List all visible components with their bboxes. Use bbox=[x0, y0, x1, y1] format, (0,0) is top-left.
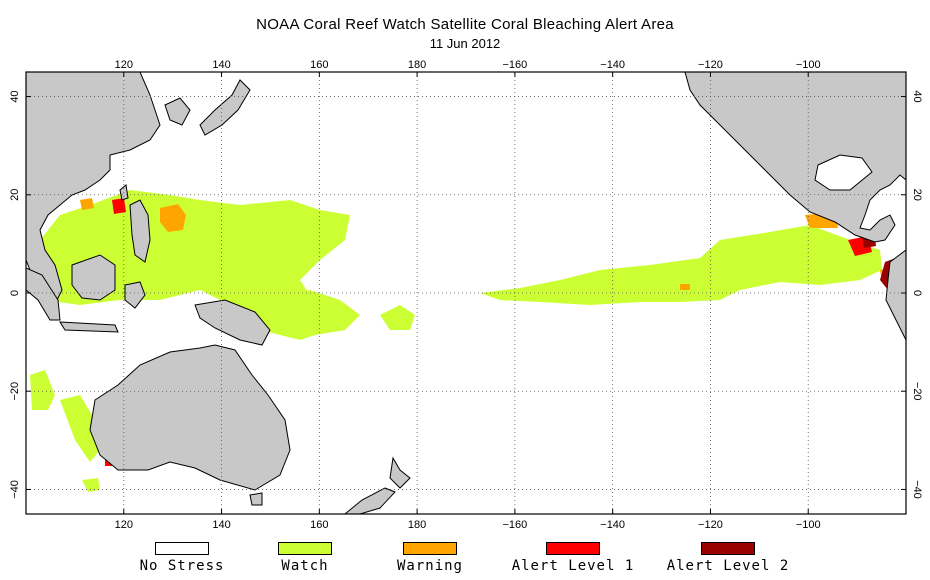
legend-swatch-alert2 bbox=[701, 542, 755, 555]
land-korea-japan bbox=[164, 79, 251, 136]
tick-label-lat-right: −40 bbox=[911, 480, 923, 499]
map-gridlines bbox=[26, 72, 906, 514]
legend-swatch-warning bbox=[403, 542, 457, 555]
map-date: 11 Jun 2012 bbox=[429, 36, 501, 51]
tick-label-lon-bottom: −100 bbox=[796, 519, 821, 531]
tick-label-lon-bottom: −140 bbox=[600, 519, 625, 531]
tick-label-lon-top: 180 bbox=[408, 59, 426, 71]
alert1-area-luzon bbox=[112, 198, 126, 214]
tick-label-lat-right: 0 bbox=[911, 290, 923, 296]
legend-swatch-watch bbox=[278, 542, 332, 555]
legend-swatch-alert1 bbox=[546, 542, 600, 555]
land-australia bbox=[89, 344, 291, 491]
watch-area-solomon bbox=[380, 305, 415, 330]
tick-label-lon-top: −100 bbox=[796, 59, 821, 71]
legend-item-no-stress: No Stress bbox=[112, 542, 252, 574]
legend-label-watch: Watch bbox=[281, 558, 329, 574]
watch-area-west-australia bbox=[30, 370, 55, 410]
tick-label-lat-left: 20 bbox=[9, 189, 21, 201]
legend-swatch-no-stress bbox=[155, 542, 209, 555]
legend-label-warning: Warning bbox=[396, 558, 463, 574]
legend-label-no-stress: No Stress bbox=[139, 558, 225, 574]
tick-label-lon-bottom: −120 bbox=[698, 519, 723, 531]
land-new-guinea bbox=[194, 299, 271, 346]
tick-label-lat-left: 0 bbox=[9, 290, 21, 296]
watch-area-sw-australia bbox=[82, 478, 100, 492]
land-philippines bbox=[129, 199, 151, 263]
tick-label-lat-right: 40 bbox=[911, 90, 923, 102]
legend-item-warning: Warning bbox=[360, 542, 500, 574]
land-java bbox=[59, 321, 119, 333]
land-north-america bbox=[684, 72, 906, 243]
map-title: NOAA Coral Reef Watch Satellite Coral Bl… bbox=[256, 16, 674, 33]
tick-label-lat-left: 40 bbox=[9, 90, 21, 102]
legend-label-alert2: Alert Level 2 bbox=[666, 558, 790, 574]
land-gulf-of-mexico bbox=[814, 154, 873, 191]
tick-label-lon-top: 140 bbox=[212, 59, 230, 71]
tick-label-lon-top: −120 bbox=[698, 59, 723, 71]
land-masses bbox=[26, 72, 906, 514]
tick-label-lat-left: −20 bbox=[9, 382, 21, 401]
tick-label-lon-top: −140 bbox=[600, 59, 625, 71]
legend-item-alert1: Alert Level 1 bbox=[503, 542, 643, 574]
warning-area-taiwan-strait bbox=[80, 198, 94, 210]
tick-label-lon-top: 120 bbox=[115, 59, 133, 71]
land-tasmania bbox=[249, 492, 263, 506]
tick-label-lon-bottom: 180 bbox=[408, 519, 426, 531]
alert-area-map: 120 120 140 140 160 160 180 180 −160 −160 −140 −140… bbox=[9, 59, 923, 531]
legend: No Stress Watch Warning Alert Level 1 Al… bbox=[0, 542, 930, 580]
legend-label-alert1: Alert Level 1 bbox=[511, 558, 635, 574]
land-borneo bbox=[71, 254, 116, 301]
watch-area-melanesia bbox=[270, 290, 360, 335]
tick-label-lon-bottom: 160 bbox=[310, 519, 328, 531]
tick-label-lon-top: −160 bbox=[502, 59, 527, 71]
tick-label-lon-bottom: −160 bbox=[502, 519, 527, 531]
watch-area-equatorial-pacific bbox=[480, 225, 882, 305]
warning-area-philippine-sea bbox=[160, 204, 186, 232]
tick-label-lon-bottom: 140 bbox=[212, 519, 230, 531]
map-content bbox=[26, 72, 906, 514]
tick-label-lon-top: 160 bbox=[310, 59, 328, 71]
legend-item-alert2: Alert Level 2 bbox=[658, 542, 798, 574]
land-sulawesi bbox=[124, 281, 146, 309]
land-new-zealand-north bbox=[389, 456, 411, 489]
watch-areas bbox=[30, 190, 882, 492]
land-new-zealand-south bbox=[344, 487, 396, 514]
watch-area-south-china-sea bbox=[30, 190, 350, 340]
land-sumatra bbox=[26, 267, 61, 321]
land-south-america bbox=[885, 249, 906, 341]
tick-label-lat-left: −40 bbox=[9, 480, 21, 499]
warning-area-equatorial bbox=[680, 284, 690, 290]
tick-label-lon-bottom: 120 bbox=[115, 519, 133, 531]
watch-area-nw-australia bbox=[60, 395, 100, 462]
tick-label-lat-right: −20 bbox=[911, 382, 923, 401]
map-axis-ticks: 120 120 140 140 160 160 180 180 −160 −160 −140 −140… bbox=[9, 59, 923, 531]
tick-label-lat-right: 20 bbox=[911, 189, 923, 201]
legend-item-watch: Watch bbox=[235, 542, 375, 574]
